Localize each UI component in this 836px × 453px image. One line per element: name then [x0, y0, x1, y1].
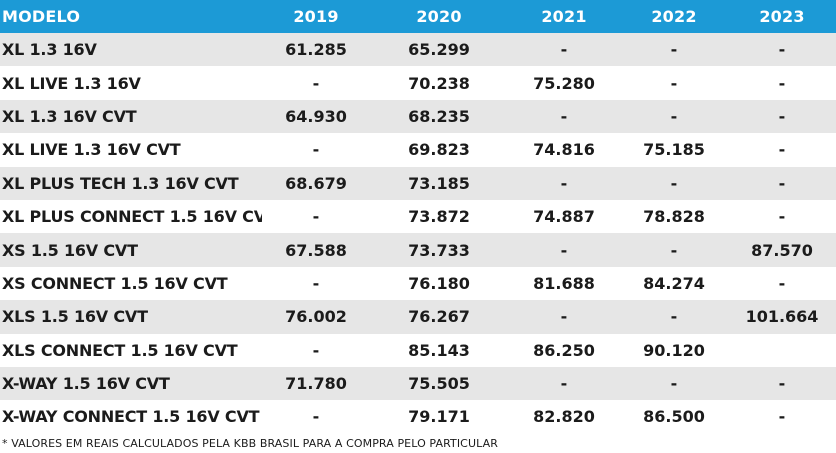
price-cell-2021: -	[560, 173, 568, 193]
header-modelo: MODELO	[2, 7, 81, 26]
price-cell-2020: 73.185	[408, 173, 470, 193]
model-cell: X-WAY 1.5 16V CVT	[2, 374, 170, 394]
model-cell: XL PLUS TECH 1.3 16V CVT	[2, 173, 239, 193]
table-row: XLS CONNECT 1.5 16V CVT - 85.143 86.250 …	[0, 333, 836, 367]
price-cell-2022: 86.500	[643, 407, 705, 427]
model-cell: XL LIVE 1.3 16V	[2, 73, 141, 93]
price-cell-2022: -	[670, 106, 678, 126]
price-cell-2020: 73.872	[408, 207, 470, 227]
model-cell: XS 1.5 16V CVT	[2, 240, 138, 260]
model-cell: X-WAY CONNECT 1.5 16V CVT	[2, 407, 260, 427]
price-cell-2021: 86.250	[533, 340, 595, 360]
price-cell-2023: -	[778, 374, 786, 394]
price-cell-2019: 64.930	[285, 106, 347, 126]
header-2019: 2019	[293, 7, 339, 26]
price-cell-2023: -	[778, 173, 786, 193]
price-cell-2023: -	[778, 207, 786, 227]
price-cell-2022: -	[670, 173, 678, 193]
model-cell: XL 1.3 16V	[2, 40, 97, 60]
header-row: MODELO 2019 2020 2021 2022 2023	[0, 0, 836, 33]
price-cell-2019: -	[312, 407, 320, 427]
price-cell-2021: 82.820	[533, 407, 595, 427]
price-cell-2019: -	[312, 73, 320, 93]
price-cell-2019: 76.002	[285, 307, 347, 327]
price-cell-2021: 75.280	[533, 73, 595, 93]
table-row: XL PLUS CONNECT 1.5 16V CVT - 73.872 74.…	[0, 199, 836, 234]
price-cell-2023: -	[778, 140, 786, 160]
table-row: XL PLUS TECH 1.3 16V CVT 68.679 73.185 -…	[0, 166, 836, 200]
price-cell-2021: -	[560, 240, 568, 260]
price-cell-2023: -	[778, 73, 786, 93]
price-cell-2023: -	[778, 40, 786, 60]
price-cell-2022: 90.120	[643, 340, 705, 360]
price-cell-2020: 65.299	[408, 40, 470, 60]
price-cell-2019: -	[312, 273, 320, 293]
price-cell-2022: -	[670, 240, 678, 260]
price-cell-2023: -	[778, 273, 786, 293]
model-cell: XL LIVE 1.3 16V CVT	[2, 140, 181, 160]
price-cell-2023: -	[778, 106, 786, 126]
price-cell-2019: -	[312, 340, 320, 360]
header-2023: 2023	[759, 7, 805, 26]
price-cell-2020: 79.171	[408, 407, 470, 427]
header-2021: 2021	[541, 7, 587, 26]
table-row: XL 1.3 16V 61.285 65.299 - - -	[0, 33, 836, 67]
price-cell-2020: 76.180	[408, 273, 470, 293]
table-row: X-WAY 1.5 16V CVT 71.780 75.505 - - -	[0, 366, 836, 401]
price-cell-2021: -	[560, 307, 568, 327]
price-cell-2022: -	[670, 307, 678, 327]
price-cell-2023	[728, 334, 836, 367]
table-row: XL LIVE 1.3 16V - 70.238 75.280 - -	[0, 66, 836, 100]
price-cell-2022: 75.185	[643, 140, 705, 160]
header-2022: 2022	[651, 7, 697, 26]
price-cell-2020: 75.505	[408, 374, 470, 394]
price-cell-2019: 61.285	[285, 40, 347, 60]
table-row: XS 1.5 16V CVT 67.588 73.733 - - 87.570	[0, 233, 836, 267]
price-cell-2020: 69.823	[408, 140, 470, 160]
price-cell-2021: 81.688	[533, 273, 595, 293]
table-row: XL LIVE 1.3 16V CVT - 69.823 74.816 75.1…	[0, 133, 836, 167]
price-cell-2022: -	[670, 40, 678, 60]
header-2020: 2020	[416, 7, 462, 26]
model-cell: XL 1.3 16V CVT	[2, 106, 137, 126]
table-row: XS CONNECT 1.5 16V CVT - 76.180 81.688 8…	[0, 266, 836, 301]
price-cell-2019: 67.588	[285, 240, 347, 260]
price-cell-2023: -	[778, 407, 786, 427]
price-cell-2020: 70.238	[408, 73, 470, 93]
model-cell: XLS CONNECT 1.5 16V CVT	[2, 340, 238, 360]
model-cell: XL PLUS CONNECT 1.5 16V CVT	[2, 207, 262, 227]
model-cell: XS CONNECT 1.5 16V CVT	[2, 273, 228, 293]
price-cell-2022: 78.828	[643, 207, 705, 227]
price-cell-2020: 73.733	[408, 240, 470, 260]
table-row: XLS 1.5 16V CVT 76.002 76.267 - - 101.66…	[0, 300, 836, 334]
price-cell-2019: -	[312, 140, 320, 160]
price-cell-2020: 76.267	[408, 307, 470, 327]
price-cell-2022: -	[670, 73, 678, 93]
model-cell: XLS 1.5 16V CVT	[2, 307, 148, 327]
price-cell-2020: 68.235	[408, 106, 470, 126]
price-cell-2021: 74.887	[533, 207, 595, 227]
price-cell-2019: 68.679	[285, 173, 347, 193]
price-cell-2023: 87.570	[751, 240, 813, 260]
price-cell-2021: -	[560, 40, 568, 60]
table-row: X-WAY CONNECT 1.5 16V CVT - 79.171 82.82…	[0, 400, 836, 434]
price-cell-2022: -	[670, 374, 678, 394]
footnote: * VALORES EM REAIS CALCULADOS PELA KBB B…	[2, 437, 498, 450]
price-cell-2021: -	[560, 374, 568, 394]
table-body: XL 1.3 16V 61.285 65.299 - - - XL LIVE 1…	[0, 33, 836, 434]
price-cell-2022: 84.274	[643, 273, 705, 293]
price-cell-2021: 74.816	[533, 140, 595, 160]
table-header: MODELO 2019 2020 2021 2022 2023	[0, 0, 836, 33]
price-cell-2019: -	[312, 207, 320, 227]
price-cell-2019: 71.780	[285, 374, 347, 394]
price-table: MODELO 2019 2020 2021 2022 2023 XL 1.3 1…	[0, 0, 836, 434]
price-cell-2021: -	[560, 106, 568, 126]
price-cell-2023: 101.664	[745, 307, 819, 327]
table-row: XL 1.3 16V CVT 64.930 68.235 - - -	[0, 99, 836, 134]
price-cell-2020: 85.143	[408, 340, 470, 360]
